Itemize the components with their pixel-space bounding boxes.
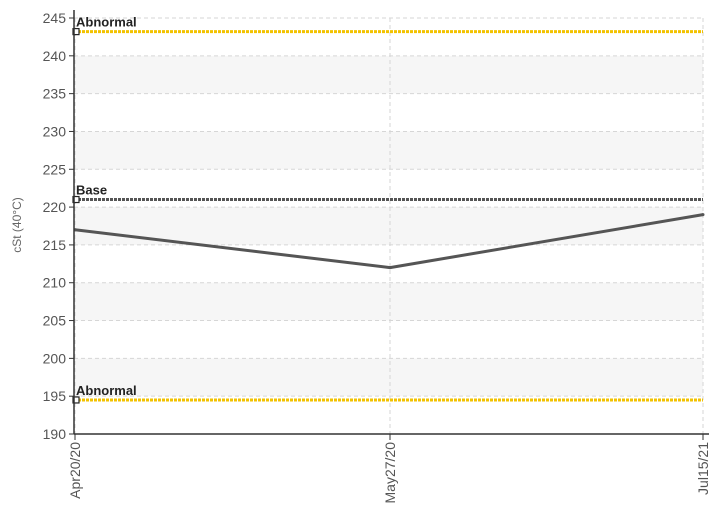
reference-lines: Abnormal Base Abnormal [72, 15, 703, 404]
reference-label: Abnormal [76, 383, 137, 398]
y-tick-label: 190 [43, 426, 67, 442]
y-tick-label: 210 [43, 275, 67, 291]
x-axis-ticks: Apr20/20 May27/20 Jul15/21 [67, 434, 711, 503]
grid-lines [74, 17, 704, 435]
plot-band [74, 358, 703, 397]
y-tick-label: 205 [43, 313, 67, 329]
plot-band [74, 131, 703, 170]
plot-bands [74, 55, 703, 397]
reference-marker [72, 28, 80, 36]
y-tick-label: 230 [43, 123, 67, 139]
y-axis-title: cSt (40°C) [10, 197, 24, 252]
axes [73, 10, 709, 435]
plot-band [74, 282, 703, 321]
y-tick-label: 235 [43, 86, 67, 102]
y-tick-label: 240 [43, 48, 67, 64]
reference-label: Abnormal [76, 15, 137, 30]
y-tick-label: 200 [43, 350, 67, 366]
y-tick-label: 215 [43, 237, 67, 253]
data-point [701, 213, 705, 217]
reference-marker [72, 195, 80, 204]
x-tick-label: Apr20/20 [67, 442, 83, 499]
plot-band [74, 55, 703, 94]
x-tick-label: May27/20 [382, 442, 398, 504]
y-axis-ticks: 190 195 200 205 210 215 220 225 230 235 240 245 [43, 10, 74, 442]
plot-band [74, 207, 703, 245]
y-tick-label: 245 [43, 10, 67, 26]
reference-marker [72, 396, 80, 404]
y-tick-label: 225 [43, 161, 67, 177]
reference-label: Base [76, 183, 107, 198]
y-tick-label: 220 [43, 199, 67, 215]
x-tick-label: Jul15/21 [695, 442, 711, 495]
y-tick-label: 195 [43, 388, 67, 404]
data-point [388, 266, 392, 270]
